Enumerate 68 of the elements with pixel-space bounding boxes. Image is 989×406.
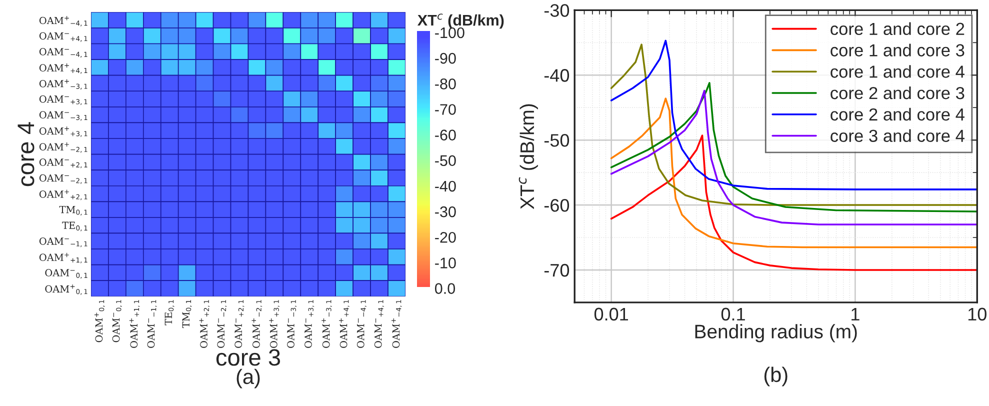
text: (b) xyxy=(764,366,788,386)
y-axis-title: core 4 xyxy=(18,122,34,186)
x-tick-label: OAM$^{+}$$_{+2,1}$ xyxy=(199,300,210,348)
color-bar-label: -70 xyxy=(435,104,456,115)
y-tick-label: -40 xyxy=(544,69,570,82)
color-bar-label: -20 xyxy=(435,232,456,243)
legend-label: core 2 and core 4 xyxy=(830,108,964,121)
x-axis-title: core 3 xyxy=(216,349,280,366)
y-tick-label: OAM$^{−}$$_{−4,1}$ xyxy=(39,48,88,58)
y-tick-label: TM$_{0,1}$ xyxy=(59,206,88,216)
x-tick-label: OAM$^{+}$$_{−3,1}$ xyxy=(322,300,332,348)
y-axis-title: XT$^{c}$ (dB/km) xyxy=(518,104,538,210)
y-tick-label: OAM$^{+}$$_{+3,1}$ xyxy=(39,126,88,137)
color-bar-label: -60 xyxy=(435,130,456,140)
x-axis-title: Bending radius (m) xyxy=(695,324,857,342)
text: (a) xyxy=(236,368,260,388)
color-bar-label: -10 xyxy=(435,258,456,268)
y-tick-label: OAM$^{+}$$_{+2,1}$ xyxy=(39,190,88,200)
y-tick-label: OAM$^{−}$$_{−3,1}$ xyxy=(39,111,88,121)
x-tick-label: 0.01 xyxy=(594,308,628,321)
y-tick-label: OAM$^{+}$$_{−4,1}$ xyxy=(39,16,88,26)
legend-label: core 1 and core 2 xyxy=(830,22,964,36)
x-tick-label: OAM$^{−}$$_{+2,1}$ xyxy=(234,300,244,348)
x-tick-label: TE$_{0,1}$ xyxy=(164,300,174,326)
y-tick-label: -30 xyxy=(544,4,570,17)
legend-label: core 1 and core 3 xyxy=(830,44,964,56)
x-tick-label: OAM$^{+}$$_{+4,1}$ xyxy=(339,300,350,348)
color-bar-label: -40 xyxy=(435,180,456,192)
x-tick-label: OAM$^{+}$$_{+3,1}$ xyxy=(269,300,280,348)
x-tick-label: OAM$^{−}$$_{−3,1}$ xyxy=(287,300,297,348)
x-tick-label: OAM$^{−}$$_{+3,1}$ xyxy=(304,300,314,348)
x-tick-label: 1 xyxy=(852,308,860,320)
x-tick-label: OAM$^{−}$$_{+4,1}$ xyxy=(374,300,384,348)
y-tick-label: OAM$^{−}$$_{+3,1}$ xyxy=(39,95,88,105)
color-bar-label: 0.0 xyxy=(434,283,456,294)
y-tick-label: OAM$^{+}$$_{−3,1}$ xyxy=(39,79,88,90)
x-tick-label: 0.1 xyxy=(721,308,745,321)
color-bar-label: -30 xyxy=(435,206,456,218)
color-bar-title: XT$^{c}$ (dB/km) xyxy=(417,14,504,29)
legend-label: core 2 and core 3 xyxy=(830,86,964,100)
legend-label: core 1 and core 4 xyxy=(830,65,964,78)
legend-label: core 3 and core 4 xyxy=(830,129,964,142)
x-tick-label: OAM$^{−}$$_{−1,1}$ xyxy=(147,300,157,348)
y-tick-label: -60 xyxy=(544,198,570,212)
x-tick-label: OAM$^{+}$$_{+1,1}$ xyxy=(129,300,140,348)
x-tick-label: 10 xyxy=(968,308,986,321)
y-tick-label: OAM$^{−}$$_{−1,1}$ xyxy=(39,237,88,248)
y-tick-label: OAM$^{+}$$_{−2,1}$ xyxy=(39,142,88,153)
y-tick-label: -50 xyxy=(544,134,570,147)
x-tick-label: OAM$^{−}$$_{−4,1}$ xyxy=(356,300,367,348)
x-tick-label: OAM$^{+}$$_{−4,1}$ xyxy=(392,300,402,348)
y-tick-label: TE$_{0,1}$ xyxy=(62,222,88,232)
color-bar-label: -90 xyxy=(435,52,456,64)
x-tick-label: OAM$^{−}$$_{−2,1}$ xyxy=(217,300,227,348)
y-tick-label: OAM$^{−}$$_{−2,1}$ xyxy=(39,174,88,184)
y-tick-label: OAM$^{−}$$_{+2,1}$ xyxy=(39,158,88,168)
y-tick-label: OAM$^{+}$$_{0,1}$ xyxy=(45,284,88,295)
color-bar-label: -100 xyxy=(435,27,464,38)
y-tick-label: OAM$^{+}$$_{+4,1}$ xyxy=(39,63,88,74)
y-tick-label: OAM$^{−}$$_{0,1}$ xyxy=(45,269,88,279)
x-tick-label: OAM$^{+}$$_{−2,1}$ xyxy=(252,300,262,348)
y-tick-label: OAM$^{−}$$_{+4,1}$ xyxy=(39,32,88,42)
x-tick-label: OAM$^{−}$$_{0,1}$ xyxy=(112,300,122,342)
x-tick-label: TM$_{0,1}$ xyxy=(182,300,192,328)
color-bar-label: -50 xyxy=(435,155,456,166)
y-tick-label: -70 xyxy=(544,264,570,277)
y-tick-label: OAM$^{+}$$_{+1,1}$ xyxy=(39,252,88,264)
color-bar-label: -80 xyxy=(435,78,456,90)
